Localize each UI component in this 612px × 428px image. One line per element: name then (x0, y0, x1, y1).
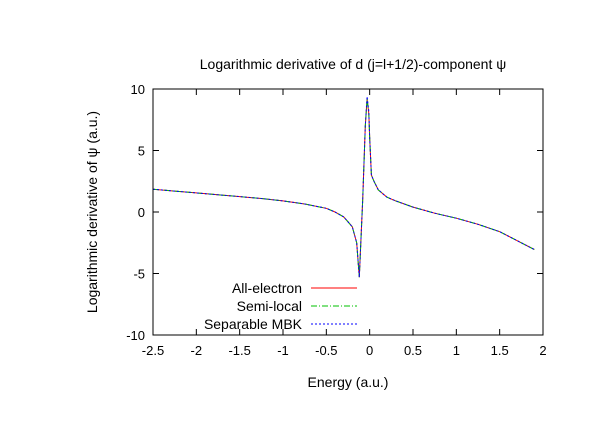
y-tick-label: -10 (126, 328, 145, 343)
x-tick-label: 0.5 (404, 343, 422, 358)
x-tick-label: 1 (453, 343, 460, 358)
x-tick-label: -1 (277, 343, 289, 358)
y-tick-label: 10 (131, 82, 145, 97)
series-line-2 (152, 96, 535, 278)
x-tick-label: 2 (539, 343, 546, 358)
x-axis-label: Energy (a.u.) (308, 374, 389, 390)
x-tick-label: 0 (366, 343, 373, 358)
y-tick-label: 0 (138, 205, 145, 220)
y-tick-label: -5 (133, 267, 145, 282)
x-tick-label: -1.5 (228, 343, 250, 358)
chart-title: Logarithmic derivative of d (j=l+1/2)-co… (200, 56, 506, 72)
series-layer (152, 96, 535, 278)
legend: All-electron Semi-local Separable MBK (204, 280, 357, 332)
legend-label: Separable MBK (204, 316, 303, 332)
x-tick-label: 1.5 (491, 343, 509, 358)
legend-label: All-electron (232, 280, 302, 296)
series-line-1 (152, 98, 535, 278)
plot-frame (152, 88, 544, 336)
y-tick-label: 5 (138, 144, 145, 159)
ticks-layer: -2.5 -2 -1.5 -1 -0.5 0 0.5 1 1.5 2 -10 -5 0 5 10 (126, 82, 546, 358)
x-tick-label: -2.5 (142, 343, 164, 358)
x-tick-label: -2 (191, 343, 203, 358)
y-axis-label: Logarithmic derivative of ψ (a.u.) (84, 111, 100, 313)
x-tick-label: -0.5 (315, 343, 337, 358)
series-line-0 (152, 98, 535, 278)
legend-label: Semi-local (237, 298, 302, 314)
